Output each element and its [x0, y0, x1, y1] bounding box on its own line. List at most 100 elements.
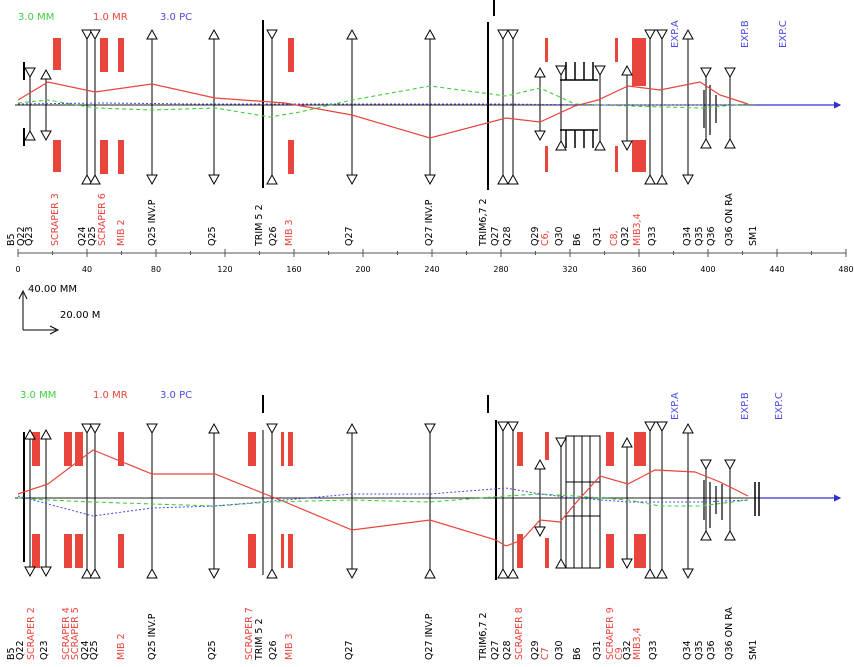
- quad-triangle: [724, 67, 736, 79]
- quad-triangle: [424, 423, 436, 435]
- top-exp-b: EXP.B: [740, 20, 751, 48]
- bottom-legend-green: 3.0 MM: [20, 390, 56, 401]
- bottom-exp-a: EXP.A: [670, 392, 681, 420]
- quad-triangle: [682, 28, 694, 40]
- quad-triangle: [266, 423, 278, 435]
- top-scraper-block: [545, 38, 548, 62]
- quad-triangle: [346, 28, 358, 40]
- element-label: Q23: [24, 226, 35, 246]
- element-label: Q25 INV.P: [147, 199, 158, 246]
- top-scraper-block: [615, 38, 618, 62]
- element-label: Q29: [530, 226, 541, 246]
- quad-triangle: [724, 529, 736, 541]
- ruler-tick-label: 0: [15, 265, 20, 274]
- quad-triangle: [346, 174, 358, 186]
- bottom-red-envelope: [17, 449, 749, 547]
- quad-triangle: [644, 29, 656, 41]
- quad-triangle: [89, 423, 101, 435]
- element-label: SCRAPER 5: [70, 607, 81, 660]
- quad-triangle: [208, 28, 220, 40]
- quad-triangle: [266, 29, 278, 41]
- quad-triangle: [507, 567, 519, 579]
- quad-triangle: [424, 28, 436, 40]
- bottom-scraper-block: [64, 534, 72, 568]
- element-label: Q27 INV.P: [424, 199, 435, 246]
- top-b6-dipole: [560, 62, 598, 148]
- element-label: Q31: [592, 640, 603, 660]
- quad-triangle: [24, 428, 36, 440]
- quad-triangle: [644, 421, 656, 433]
- quad-triangle: [346, 568, 358, 580]
- quad-triangle: [24, 566, 36, 578]
- quad-triangle: [497, 29, 509, 41]
- quad-triangle: [700, 137, 712, 149]
- element-label: SM1: [748, 226, 759, 246]
- element-label: MIB 3: [284, 219, 295, 246]
- quad-triangle: [656, 567, 668, 579]
- quad-triangle: [621, 64, 633, 76]
- top-scraper-blocks: [53, 38, 646, 174]
- element-label: TRIM 5 2: [254, 204, 265, 247]
- element-label: Q23: [39, 640, 50, 660]
- quad-triangle: [146, 174, 158, 186]
- quad-triangle: [555, 557, 567, 569]
- quad-triangle: [656, 421, 668, 433]
- element-label: Q26: [268, 640, 279, 660]
- element-label: Q32: [620, 226, 631, 246]
- element-label: B6: [572, 233, 583, 246]
- top-scraper-block: [632, 140, 646, 172]
- element-label: Q28: [502, 640, 513, 660]
- element-label: C9: [614, 647, 625, 660]
- element-label: Q30: [554, 226, 565, 246]
- quad-triangle: [507, 29, 519, 41]
- quad-triangle: [700, 459, 712, 471]
- scale-horizontal-label: 20.00 M: [60, 310, 100, 321]
- element-label: Q31: [592, 226, 603, 246]
- element-label: Q36 ON RA: [724, 193, 735, 246]
- element-label: Q27: [490, 226, 501, 246]
- quad-triangle: [208, 568, 220, 580]
- top-legend-green: 3.0 MM: [18, 12, 54, 23]
- bottom-scraper-block: [634, 534, 646, 568]
- top-scraper-block: [288, 38, 294, 72]
- bottom-quadrupoles: [24, 421, 736, 580]
- element-label: Q25: [87, 226, 98, 246]
- top-legend-red: 1.0 MR: [93, 12, 128, 23]
- top-exp-a: EXP.A: [670, 20, 681, 48]
- quad-triangle: [424, 174, 436, 186]
- quad-triangle: [208, 422, 220, 434]
- element-label: Q27: [344, 640, 355, 660]
- quad-triangle: [266, 173, 278, 185]
- element-label: SCRAPER 9: [605, 607, 616, 660]
- element-label: Q26: [268, 226, 279, 246]
- ruler-tick-label: 80: [151, 265, 161, 274]
- bottom-exp-b: EXP.B: [740, 392, 751, 420]
- quad-triangle: [497, 173, 509, 185]
- top-exp-c: EXP.C: [778, 20, 789, 48]
- top-scraper-block: [545, 146, 548, 172]
- element-label: Q27: [490, 640, 501, 660]
- quad-triangle: [24, 129, 36, 141]
- ruler-tick-label: 440: [769, 265, 784, 274]
- quad-triangle: [621, 436, 633, 448]
- bottom-scraper-block: [248, 534, 256, 568]
- element-label: TRIM 5 2: [254, 618, 265, 661]
- element-label: Q28: [502, 226, 513, 246]
- element-label: MIB3,4: [632, 213, 643, 246]
- bottom-scraper-block: [606, 432, 614, 466]
- element-label: TRIM6,7 2: [478, 198, 489, 247]
- quad-triangle: [724, 137, 736, 149]
- element-label: MIB 2: [116, 633, 127, 660]
- element-label: SCRAPER 2: [26, 607, 37, 660]
- ruler-tick-label: 160: [286, 265, 301, 274]
- element-label: Q35: [694, 226, 705, 246]
- top-scraper-block: [288, 140, 294, 174]
- quad-triangle: [555, 437, 567, 449]
- top-scraper-block: [100, 140, 108, 174]
- ruler-tick-label: 320: [562, 265, 577, 274]
- element-label: Q33: [647, 226, 658, 246]
- quad-triangle: [621, 558, 633, 570]
- element-label: Q34: [682, 640, 693, 660]
